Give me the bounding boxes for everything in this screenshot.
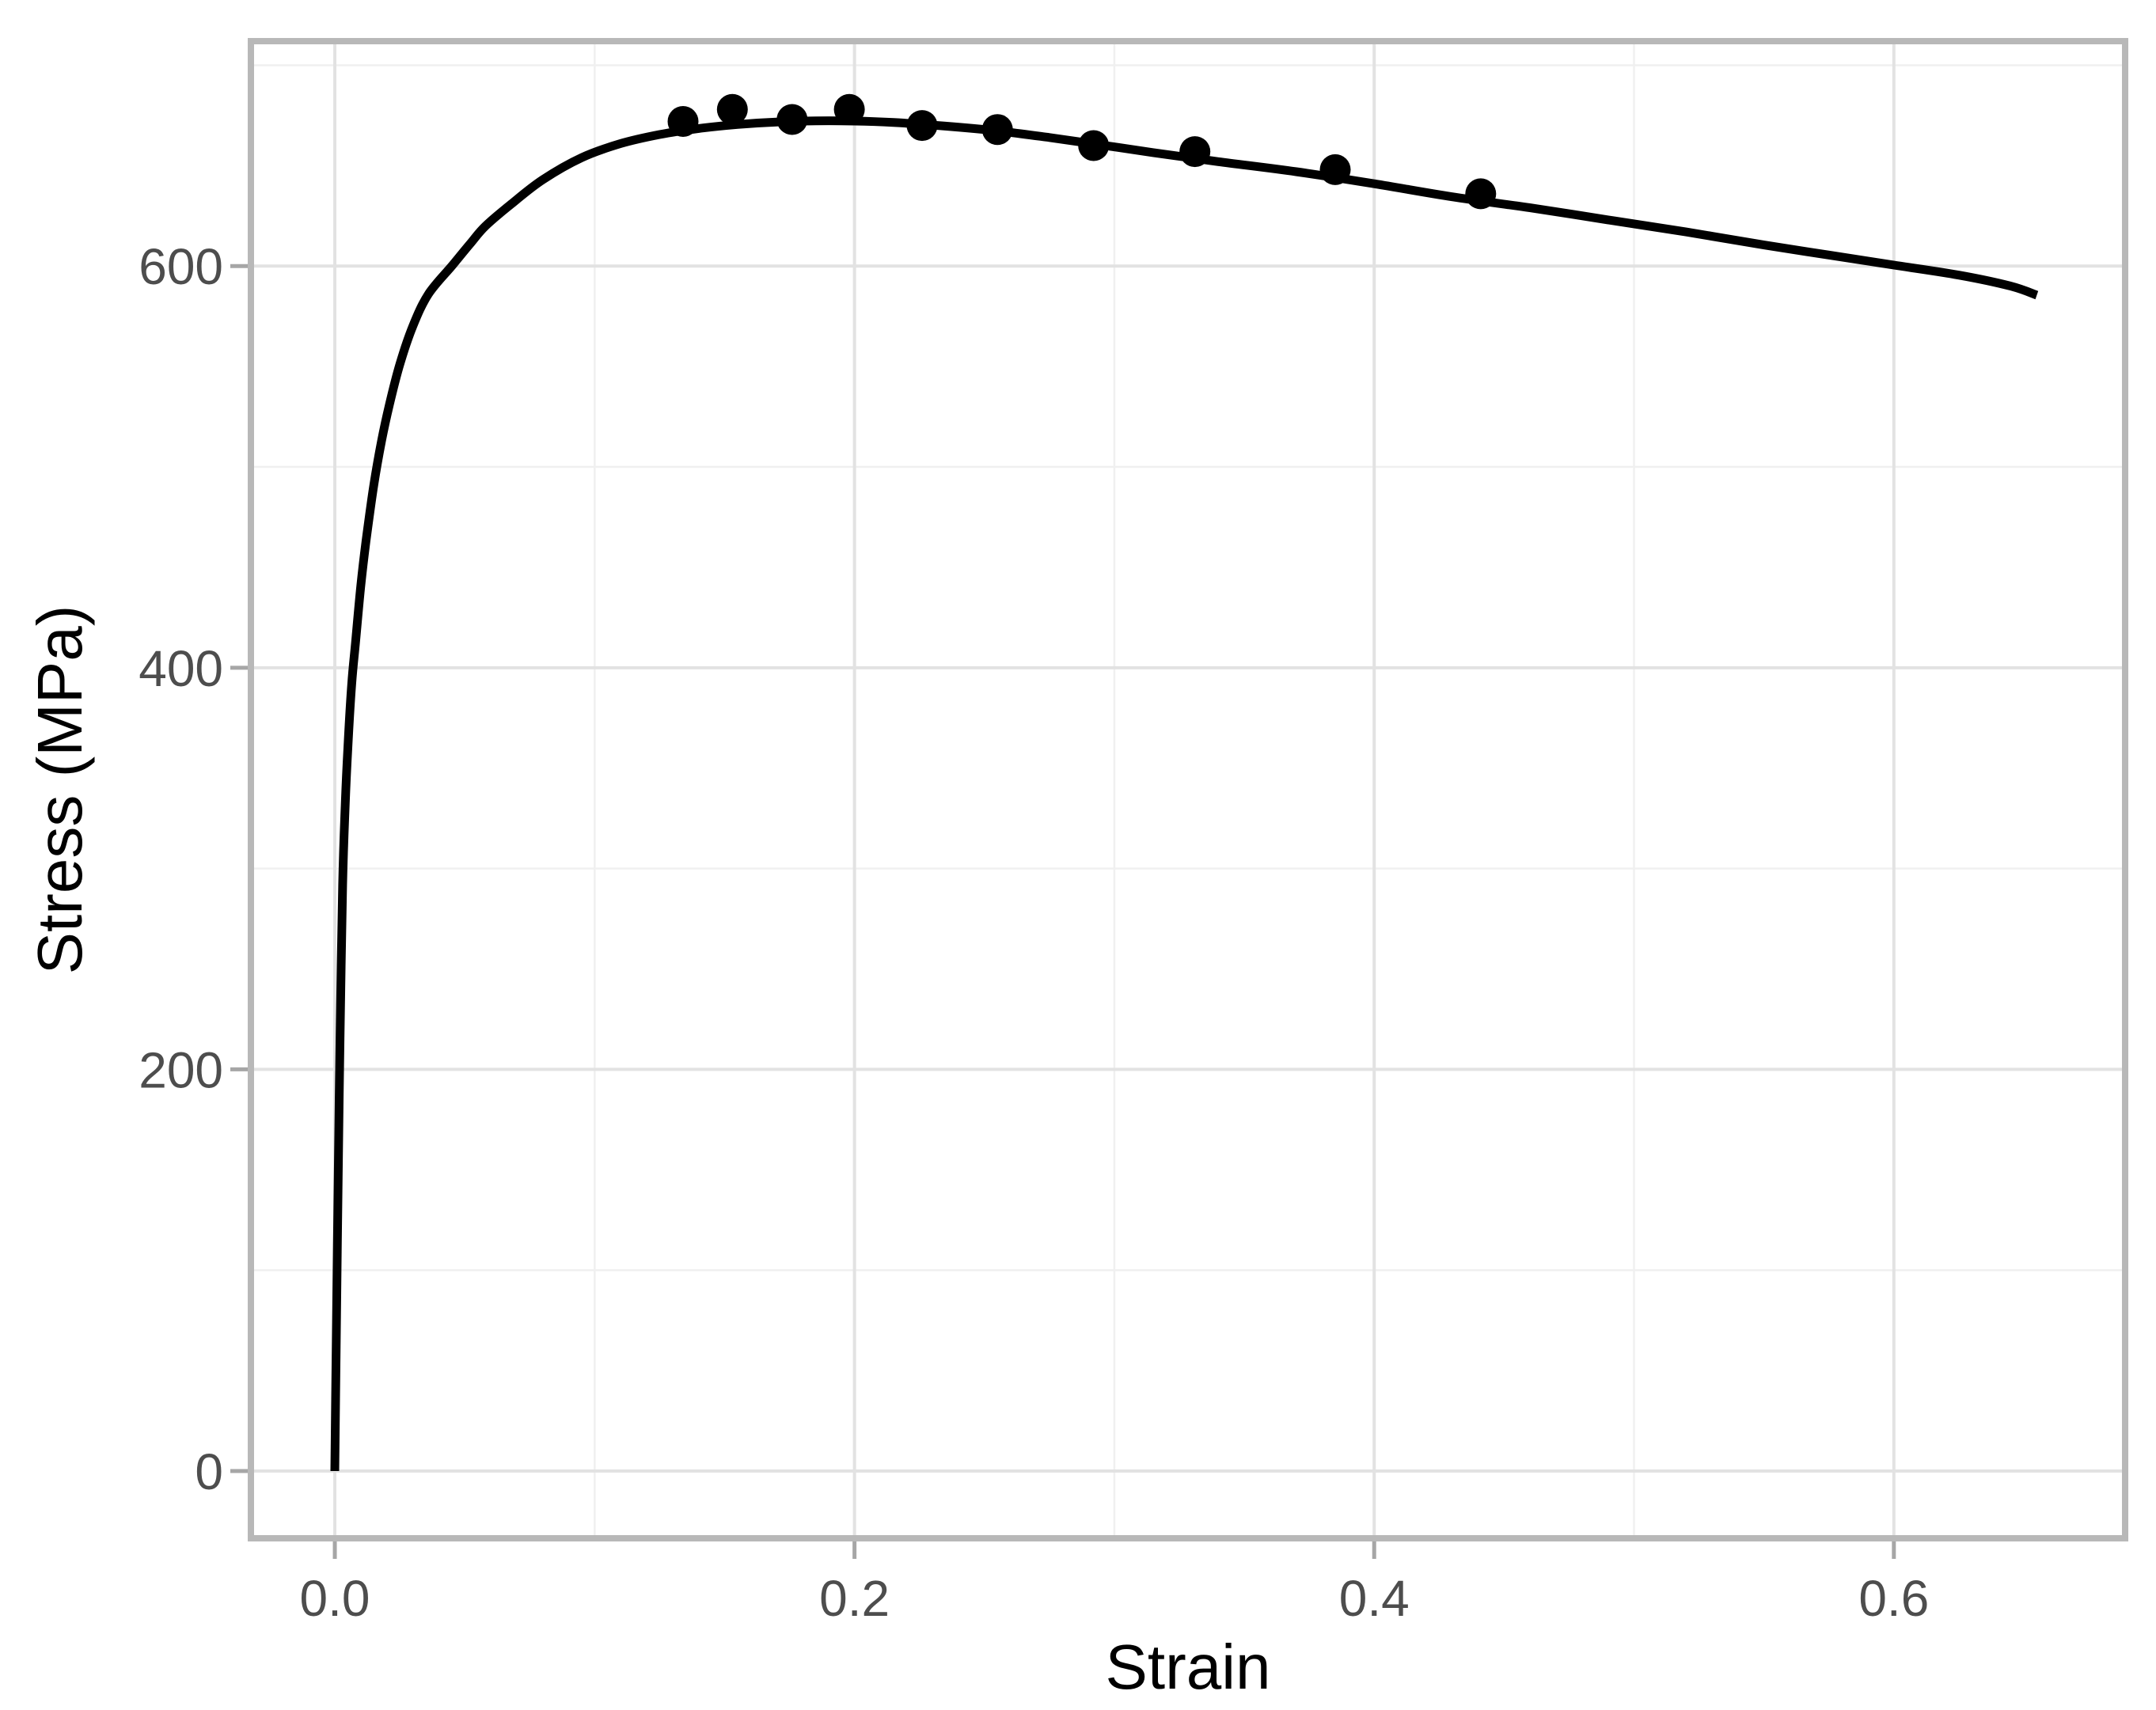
y-axis-tick-label-200: 200: [139, 1041, 223, 1098]
measured-data-points: [667, 93, 1497, 210]
y-axis-tick-label-600: 600: [139, 238, 223, 295]
x-axis-tick-label-0.2: 0.2: [819, 1570, 890, 1627]
data-point-7: [1078, 130, 1110, 161]
y-axis-tick-label-0: 0: [195, 1443, 223, 1500]
y-axis-tick-label-400: 400: [139, 640, 223, 697]
major-gridlines: [251, 41, 2125, 1538]
data-point-1: [667, 106, 699, 137]
data-point-4: [833, 93, 865, 125]
axis-tick-marks: [230, 264, 1896, 1559]
data-point-6: [981, 114, 1013, 146]
x-axis-tick-label-0.6: 0.6: [1858, 1570, 1929, 1627]
x-axis-title: Strain: [1106, 1632, 1271, 1702]
y-axis-title: Stress (MPa): [25, 605, 95, 975]
minor-gridlines: [251, 41, 2125, 1538]
x-axis-tick-label-0.4: 0.4: [1339, 1570, 1410, 1627]
plot-panel-border: [248, 38, 2128, 1541]
data-point-3: [776, 104, 808, 135]
plot-panel-background: [251, 41, 2125, 1538]
data-point-10: [1465, 178, 1497, 210]
axis-tick-labels: 0.0 0.2 0.4 0.6 0 200 400 600: [139, 238, 1929, 1627]
x-axis-tick-label-0: 0.0: [300, 1570, 370, 1627]
data-point-9: [1319, 154, 1351, 185]
data-point-8: [1179, 136, 1211, 168]
data-point-2: [716, 93, 748, 125]
series-layer: [330, 93, 2039, 1472]
fitted-stress-strain-curve: [330, 116, 2039, 1472]
data-point-5: [906, 110, 938, 142]
